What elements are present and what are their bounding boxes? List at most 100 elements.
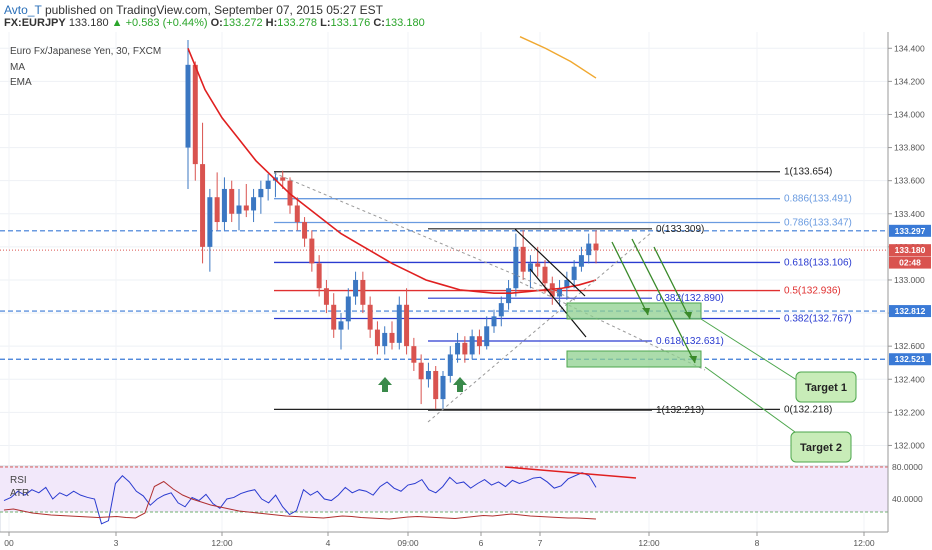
price-tick-label: 132.200 xyxy=(894,407,925,417)
candle-body xyxy=(302,222,308,239)
candle-body xyxy=(265,180,271,189)
ma-line xyxy=(519,36,597,79)
author-link[interactable]: Avto_T xyxy=(4,3,42,17)
candle-body xyxy=(447,354,453,376)
candle-body xyxy=(316,263,322,289)
fib-small-label: 0.382(132.890) xyxy=(656,293,724,304)
rsi-polyline xyxy=(3,472,597,525)
price-tick-label: 134.200 xyxy=(894,76,925,86)
target2-callout[interactable] xyxy=(790,431,852,463)
high-value: 133.278 xyxy=(277,17,318,29)
change-value: +0.583 (+0.44%) xyxy=(125,17,208,29)
main-pane[interactable] xyxy=(0,32,888,464)
open-label: O: xyxy=(210,17,223,29)
candle-body xyxy=(455,342,461,355)
price-tag-label: 133.297 xyxy=(895,226,926,236)
candle-body xyxy=(221,188,227,223)
price-tick-label: 134.000 xyxy=(894,109,925,119)
arrow-1 xyxy=(611,241,649,316)
dashed-diagonal-top xyxy=(273,172,576,301)
candle-body xyxy=(520,246,526,272)
close-value: 133.180 xyxy=(384,17,425,29)
fibonacci-levels: 1(133.654) 0.886(133.491) 0.786(133.347) 0.… xyxy=(274,167,852,416)
buy-markers xyxy=(378,377,467,392)
up-arrow-icon xyxy=(378,377,392,392)
fib-small-label: 1(132.213) xyxy=(656,405,704,416)
low-value: 133.176 xyxy=(330,17,371,29)
candle-body xyxy=(425,370,431,380)
rsi-scale-40: 40.0000 xyxy=(892,494,923,504)
candle-body xyxy=(571,266,577,280)
price-tick-label: 132.600 xyxy=(894,341,925,351)
price-tick-label: 133.800 xyxy=(894,143,925,153)
candle-body xyxy=(207,197,213,247)
candle-body xyxy=(433,370,439,400)
atr-line xyxy=(3,480,597,520)
candle-body xyxy=(593,243,599,251)
candle-body xyxy=(542,266,548,284)
fib-level-label: 0.886(133.491) xyxy=(784,194,852,205)
high-label: H: xyxy=(265,17,278,29)
candle-body xyxy=(309,238,315,264)
candle-body xyxy=(484,326,490,347)
fib-level-label: 0.618(133.106) xyxy=(784,257,852,268)
fib-level-label: 0.382(132.767) xyxy=(784,314,852,325)
time-tick-label: 8 xyxy=(755,538,760,548)
price-tag-bg xyxy=(889,224,931,237)
candle-body xyxy=(192,64,198,165)
header-bar: Avto_T published on TradingView.com, Sep… xyxy=(0,0,932,32)
atr-polyline xyxy=(3,480,597,520)
candle-body xyxy=(338,321,344,330)
target1-callout[interactable] xyxy=(795,371,857,403)
candle-body xyxy=(404,304,410,347)
candle-body xyxy=(513,246,519,289)
time-tick-label: 12:00 xyxy=(853,538,875,548)
price-tick-label: 132.400 xyxy=(894,374,925,384)
rsi-line xyxy=(3,472,597,525)
time-tick-label: 12:00 xyxy=(211,538,233,548)
arrow-2-head xyxy=(689,356,697,363)
ma-polyline xyxy=(519,36,597,79)
candle-body xyxy=(418,362,424,380)
last-price: 133.180 xyxy=(68,17,109,29)
candle-body xyxy=(469,336,475,355)
rsi-divergence-line xyxy=(504,466,637,479)
target-callouts[interactable]: Target 1 Target 2 xyxy=(700,318,857,463)
arrow-3 xyxy=(653,246,691,320)
legend-title: Euro Fx/Japanese Yen, 30, FXCM xyxy=(10,46,161,57)
callout-2-pointer xyxy=(704,366,796,433)
publisher-line: Avto_T published on TradingView.com, Sep… xyxy=(4,3,383,17)
grid xyxy=(0,32,888,532)
candle-body xyxy=(243,205,249,211)
candle-body xyxy=(586,243,592,256)
candle-body xyxy=(374,329,380,347)
price-tag-label: 132.521 xyxy=(895,354,926,364)
price-tag-bg xyxy=(889,353,931,366)
candle-body xyxy=(389,332,395,343)
target-zone-2 xyxy=(566,350,702,368)
candle-body xyxy=(200,164,206,247)
price-tick-label: 132.000 xyxy=(894,440,925,450)
ema-polyline xyxy=(187,47,597,295)
rsi-scale-80: 80.0000 xyxy=(892,462,923,472)
price-tag-label: 133.180 xyxy=(895,245,926,255)
candle-body xyxy=(236,205,242,214)
candle-body xyxy=(382,332,388,347)
time-axis[interactable]: 00 3 12:00 4 09:00 6 7 12:00 8 12:00 xyxy=(4,532,875,548)
up-arrow-icon xyxy=(453,377,467,392)
candle-body xyxy=(214,197,220,223)
price-tag-bg xyxy=(889,256,931,269)
candle-body xyxy=(396,304,402,343)
price-chart[interactable]: 1(133.654) 0.886(133.491) 0.786(133.347) 0.… xyxy=(0,32,932,550)
symbol-label: FX:EURJPY xyxy=(4,17,66,29)
candle-body xyxy=(353,279,359,297)
time-tick-label: 00 xyxy=(4,538,14,548)
rsi-zone xyxy=(0,467,888,512)
time-tick-label: 3 xyxy=(114,538,119,548)
fib-level-label: 0.786(133.347) xyxy=(784,218,852,229)
dashed-diagonal-rise xyxy=(427,231,653,423)
candle-body xyxy=(367,304,373,330)
candle-body xyxy=(498,303,504,317)
time-tick-label: 7 xyxy=(538,538,543,548)
candle-body xyxy=(251,197,257,211)
